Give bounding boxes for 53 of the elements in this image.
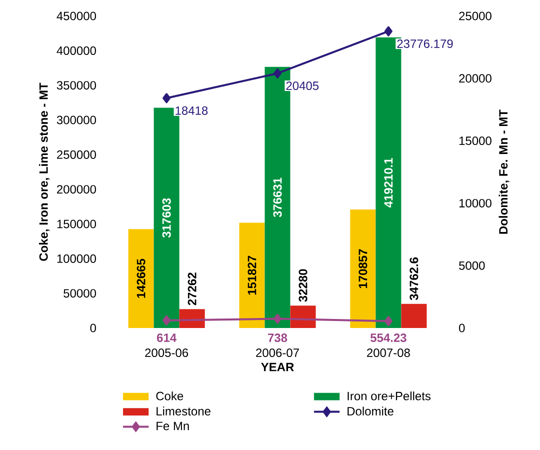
bar — [401, 304, 427, 328]
data-label: 151827 — [248, 256, 256, 295]
x-tick-label: 2007-08 — [367, 348, 410, 358]
y-tick-label: 250000 — [57, 150, 96, 159]
y2-axis-title: Dolomite, Fe. Mn - MT — [498, 110, 510, 234]
y2-tick-label: 15000 — [459, 136, 492, 146]
data-label: 142665 — [136, 258, 146, 298]
data-label: 376631 — [273, 178, 282, 218]
point — [384, 316, 392, 326]
x-axis-title: YEAR — [261, 362, 294, 372]
bar — [239, 222, 265, 328]
point — [162, 93, 171, 104]
y2-tick-label: 20000 — [459, 74, 492, 83]
data-label: 419210.1 — [384, 158, 393, 208]
y2-tick-label: 0 — [459, 324, 465, 332]
data-label: 27262 — [188, 272, 196, 306]
y-tick-label: 450000 — [56, 12, 96, 20]
x-tick-label: 2005-06 — [145, 348, 188, 358]
data-label: 18418 — [176, 106, 208, 115]
data-label: 20405 — [286, 82, 319, 90]
y-tick-label: 400000 — [56, 46, 96, 55]
point — [274, 68, 282, 78]
y-tick-label: 50000 — [64, 289, 96, 298]
y-tick-label: 300000 — [56, 116, 96, 124]
x-tick-label: 2006-07 — [256, 348, 299, 358]
y-tick-label: 150000 — [57, 220, 96, 228]
y-tick-label: 200000 — [57, 185, 96, 194]
bar — [128, 229, 154, 328]
data-label: 23776.179 — [397, 39, 453, 48]
point — [162, 315, 171, 326]
bar — [350, 210, 376, 328]
data-label: 317603 — [162, 198, 171, 238]
data-label: 554.23 — [370, 334, 406, 342]
point — [384, 26, 392, 36]
y-axis-title: Coke, Iron ore, Lime stone - MT — [39, 82, 50, 261]
legend-label: Coke — [156, 391, 184, 400]
point — [274, 314, 282, 324]
data-label: 738 — [268, 334, 288, 342]
data-label: 32280 — [298, 269, 308, 302]
data-label: 614 — [156, 334, 176, 342]
y2-tick-label: 25000 — [459, 12, 492, 20]
y-tick-label: 0 — [90, 324, 96, 332]
legend-label: Iron ore+Pellets — [348, 391, 431, 400]
legend-label: Limestone — [156, 406, 210, 416]
legend-label: Fe Mn — [156, 422, 189, 430]
legend-label: Dolomite — [348, 406, 394, 416]
bar — [290, 306, 316, 328]
data-label: 34762.6 — [410, 257, 418, 300]
y-tick-label: 100000 — [57, 254, 96, 263]
y2-tick-label: 10000 — [459, 198, 492, 208]
y-tick-label: 350000 — [56, 81, 96, 90]
y2-tick-label: 5000 — [459, 261, 485, 270]
data-label: 170857 — [358, 249, 368, 288]
